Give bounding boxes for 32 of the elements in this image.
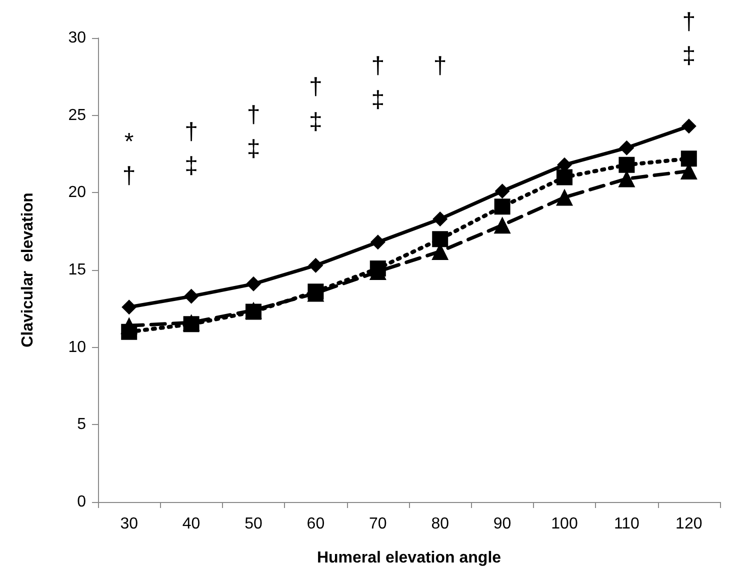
annotation: † [309,74,322,100]
annotation: ‡ [246,136,260,162]
x-axis-title: Humeral elevation angle [316,550,502,566]
x-tick-label: 110 [614,516,640,532]
x-tick-label: 100 [551,516,578,532]
x-tick-label: 120 [676,516,702,532]
x-tick-label: 30 [120,516,138,532]
annotation: † [122,162,136,190]
annotation: † [184,118,198,146]
annotation: † [246,102,260,128]
x-tick-label: 90 [493,516,512,532]
x-tick-label: 80 [431,516,450,532]
annotation: ‡ [371,86,385,114]
y-tick-label: 20 [68,184,86,202]
annotation: † [371,52,385,80]
y-tick-label: 15 [68,262,86,278]
y-tick-label: 10 [68,338,86,356]
y-tick-label: 5 [77,416,86,434]
y-axis-title: Clavicular elevation [20,192,36,348]
y-tick-label: 30 [68,30,86,46]
x-tick-label: 50 [244,516,262,532]
x-tick-label: 60 [306,516,325,532]
y-tick-label: 0 [77,494,86,510]
y-tick-label: 25 [68,106,86,124]
x-tick-label: 40 [182,516,200,532]
x-tick-label: 70 [369,516,387,532]
annotation: † [433,52,447,80]
text: † [682,8,696,36]
annotation: ‡ [682,42,696,70]
annotation: * [124,128,134,156]
annotation: ‡ [184,152,198,180]
annotation: ‡ [309,108,322,136]
